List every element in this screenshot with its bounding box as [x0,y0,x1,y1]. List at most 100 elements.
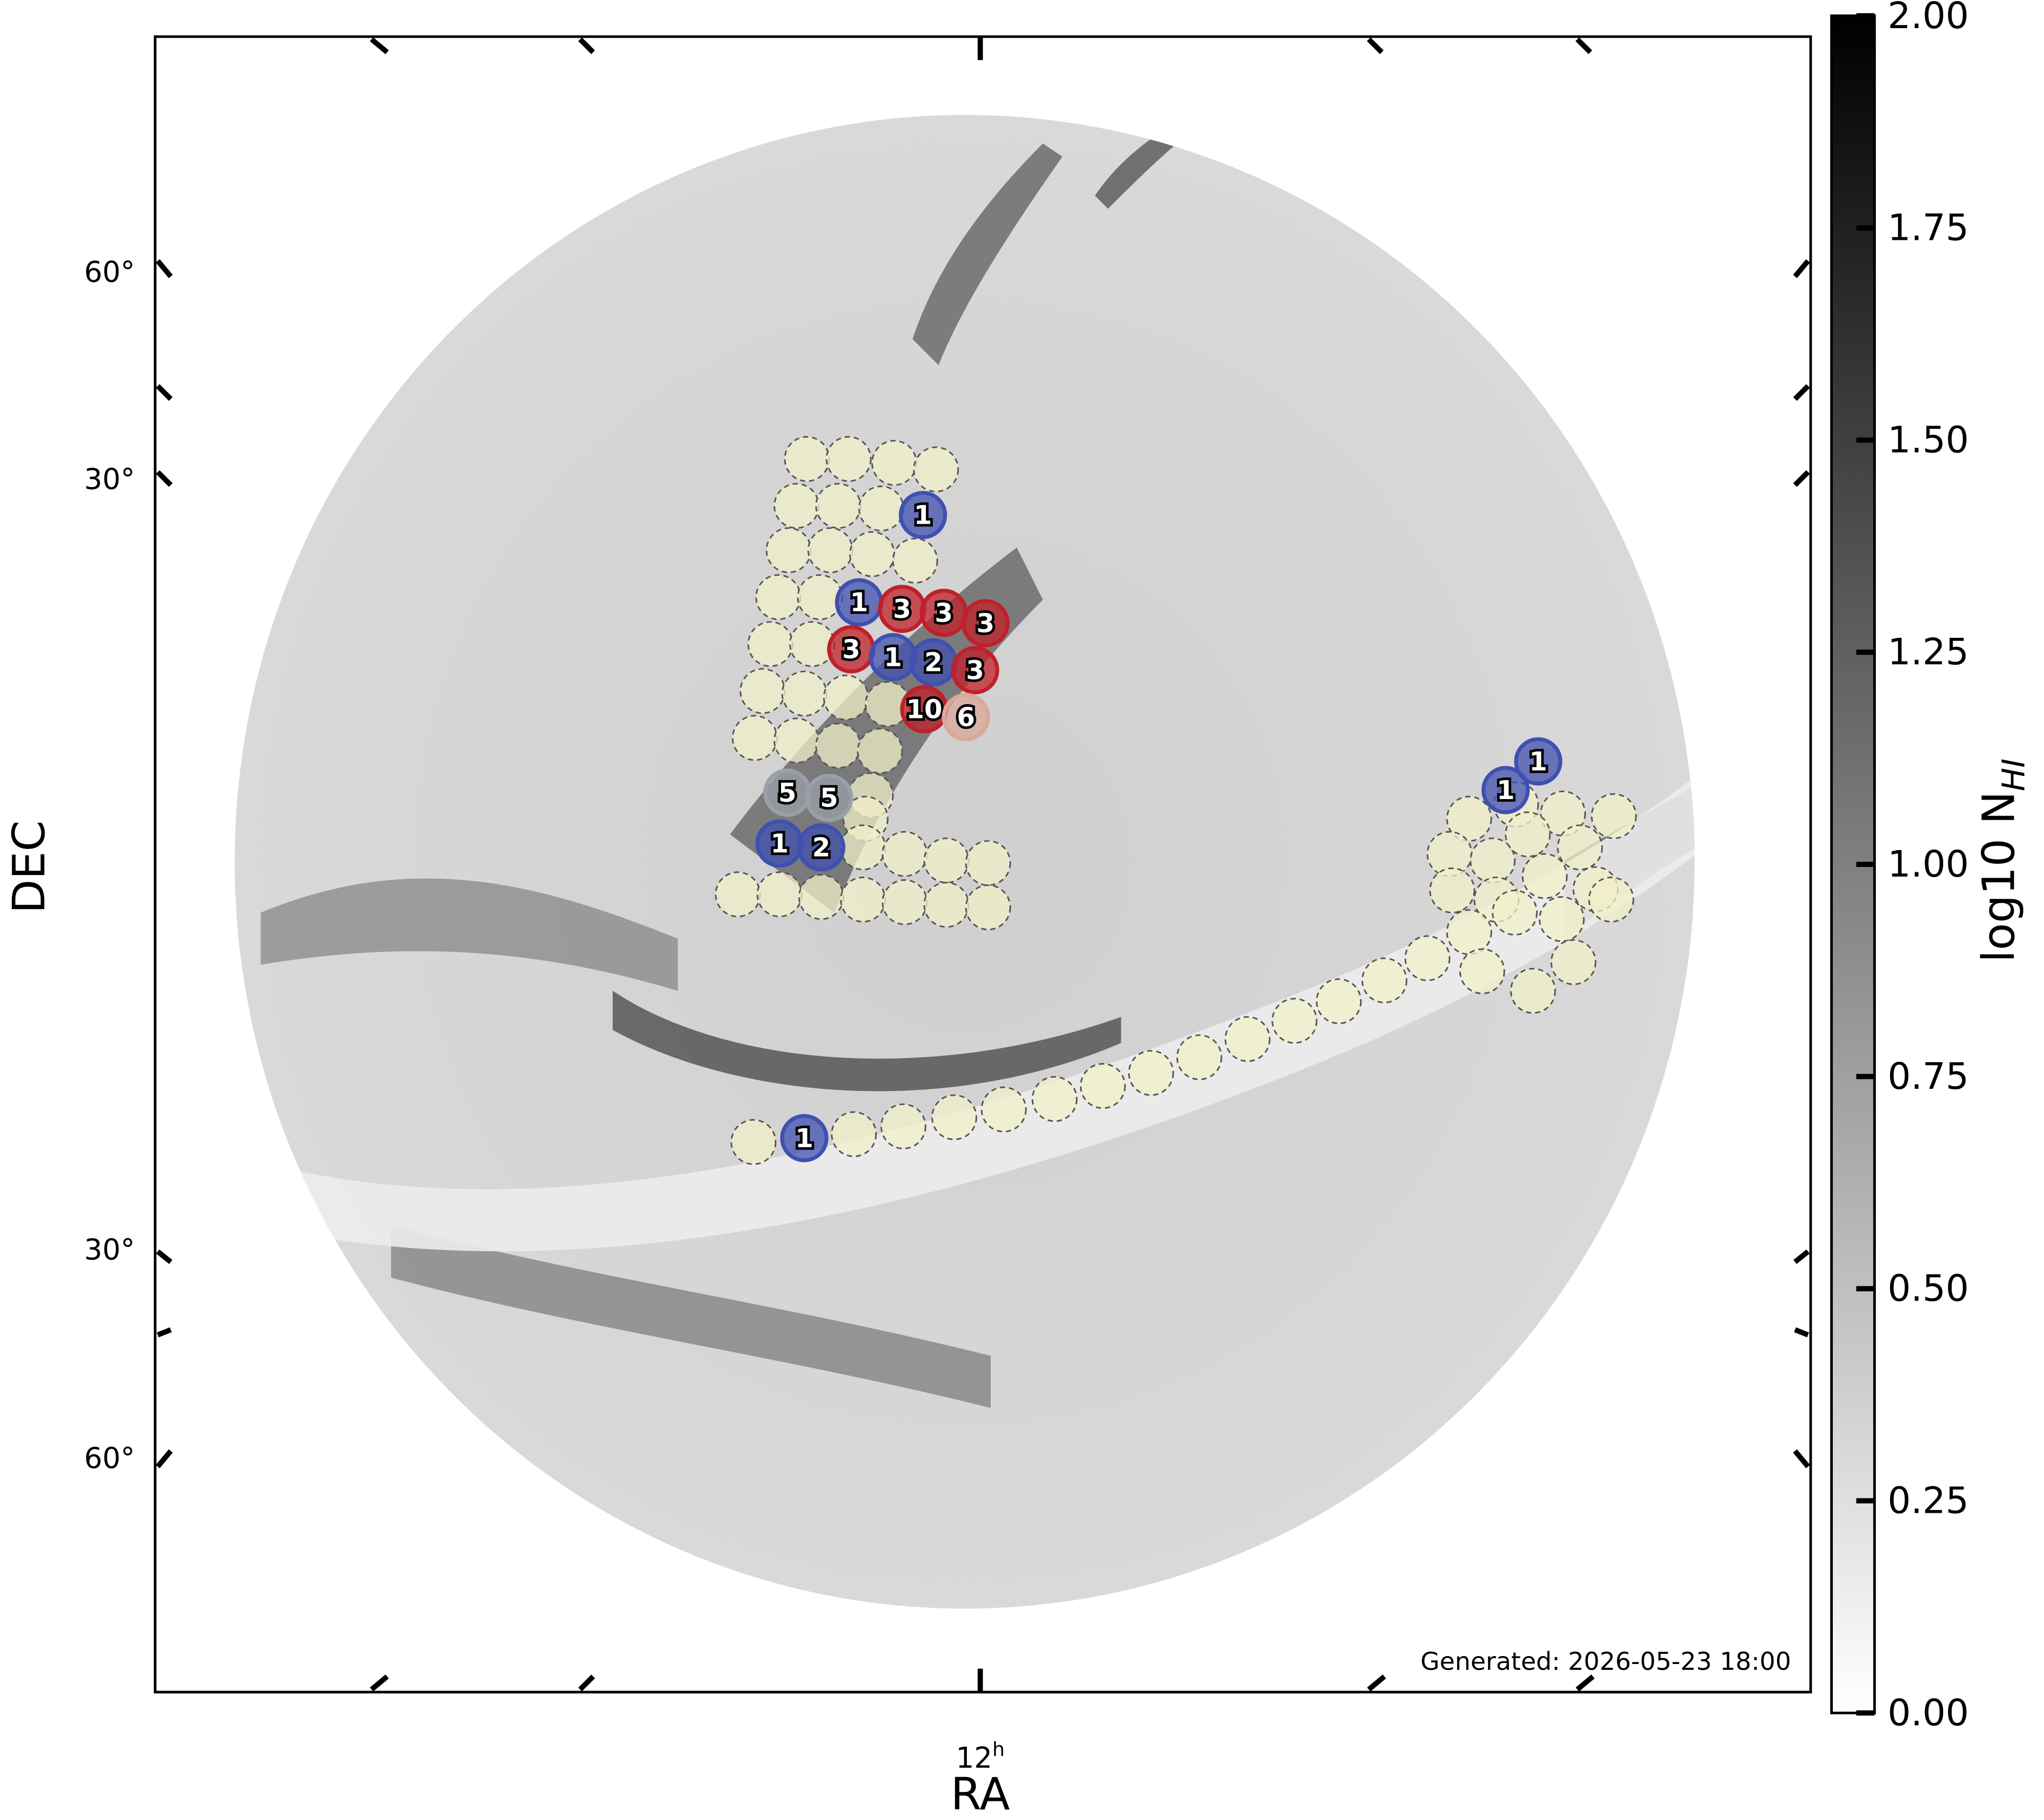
pointing [1510,968,1556,1014]
detection-count: 1 [884,642,902,672]
colorbar-tick-label: 1.00 [1887,843,1969,886]
pointing [798,874,844,920]
colorbar-label-sub: HI [1995,758,2032,791]
detection-count: 5 [778,777,796,808]
pointing [858,486,904,532]
pointing [1429,867,1475,914]
detection-marker [951,646,1000,695]
pointing [965,884,1011,931]
pointing [815,483,861,529]
pointing [965,840,1011,886]
detection-count: 1 [795,1123,813,1154]
ra-tick-sup: h [992,1738,1004,1761]
pointing [773,717,820,764]
generated-note: Generated: 2026-05-23 18:00 [1421,1648,1791,1676]
pointing [826,436,872,482]
pointing [1271,998,1318,1044]
detection-count: 3 [935,597,953,628]
detection-count: 1 [850,587,868,618]
pointing [781,670,827,717]
detection-count: 5 [820,783,838,813]
pointing [856,728,903,774]
pointing [755,574,801,620]
colorbar-tick-label: 1.50 [1887,419,1969,461]
colorbar-tick-label: 1.75 [1887,207,1969,249]
pointing [756,871,803,917]
pointing [773,483,820,529]
pointing [1540,790,1586,837]
dec-tick-label: 60° [84,255,135,289]
pointing [784,436,830,482]
pointing [1446,909,1492,955]
pointing [923,881,969,928]
pointing [807,527,854,574]
frame-ticks [155,37,1811,1692]
colorbar-tick-label: 1.25 [1887,631,1969,673]
pointing [715,871,761,917]
dec-tick-label: 60° [84,1441,135,1475]
pointing [881,879,928,925]
colorbar-tick-label: 0.25 [1887,1479,1969,1522]
detection-count: 1 [914,500,932,531]
detection-count: 3 [976,608,994,639]
colorbar-tick-label: 0.50 [1887,1268,1969,1310]
pointing [815,723,861,769]
pointing [823,674,869,721]
detection-count: 10 [906,694,942,725]
pointing [1538,896,1585,942]
pointing [1504,811,1551,857]
detection-marker [961,599,1010,647]
pointing [830,1111,877,1157]
pointing [1521,853,1568,899]
detection-marker [804,774,853,822]
pointing [892,538,938,584]
colorbar-label: log10 NHI [1972,758,2032,962]
detection-count: 1 [770,828,789,859]
dec-tick-labels: 60° 30° 30° 60° [84,255,135,1475]
colorbar-tick-label: 0.75 [1887,1055,1969,1098]
pointing [931,1094,977,1140]
pointing [796,574,843,620]
pointing [1588,877,1634,923]
pointing [1557,824,1603,871]
detection-marker [1514,737,1563,786]
pointing [840,877,886,923]
ra-tick-label: 12h [956,1738,1004,1774]
pointing [1176,1034,1223,1080]
detection-marker [898,491,947,540]
pointing [981,1086,1027,1133]
colorbar-tick-label: 2.00 [1887,0,1969,37]
detection-marker [780,1114,829,1163]
pointing [1315,978,1362,1025]
detection-count: 1 [1529,746,1547,777]
pointing [1361,957,1408,1003]
pointing [1459,948,1505,994]
detection-count: 3 [893,594,911,625]
dec-tick-label: 30° [84,463,135,496]
ra-tick-main: 12 [956,1741,992,1774]
detection-marker [1481,766,1530,814]
pointing [1128,1050,1174,1096]
pointing [1492,889,1538,936]
pointing [1032,1076,1078,1122]
pointing [739,668,786,714]
colorbar-tick-label: 0.00 [1887,1692,1969,1734]
pointing [730,1119,777,1165]
pointing [1591,793,1637,839]
pointing [849,531,895,577]
pointing [881,831,928,877]
x-axis-label: RA [950,1768,1010,1820]
detection-count: 3 [842,634,860,665]
pointing [913,446,959,492]
y-axis-label: DEC [3,820,55,913]
pointing [1080,1063,1126,1109]
dec-tick-label: 30° [84,1233,135,1266]
pointing [871,440,917,486]
pointing [923,837,969,883]
pointing [789,621,835,668]
pointing [1224,1016,1271,1062]
detection-count: 2 [812,832,830,863]
